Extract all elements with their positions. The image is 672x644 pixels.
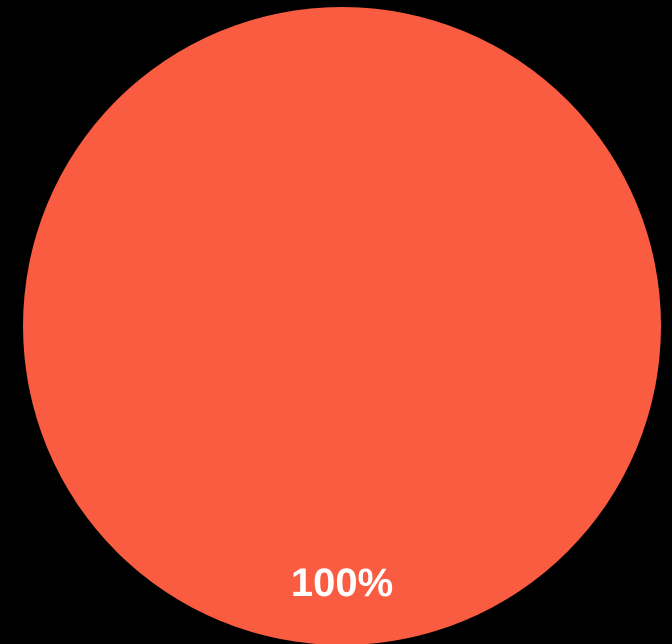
pie-slice xyxy=(23,7,661,644)
slice-value-label: 100% xyxy=(291,561,393,605)
